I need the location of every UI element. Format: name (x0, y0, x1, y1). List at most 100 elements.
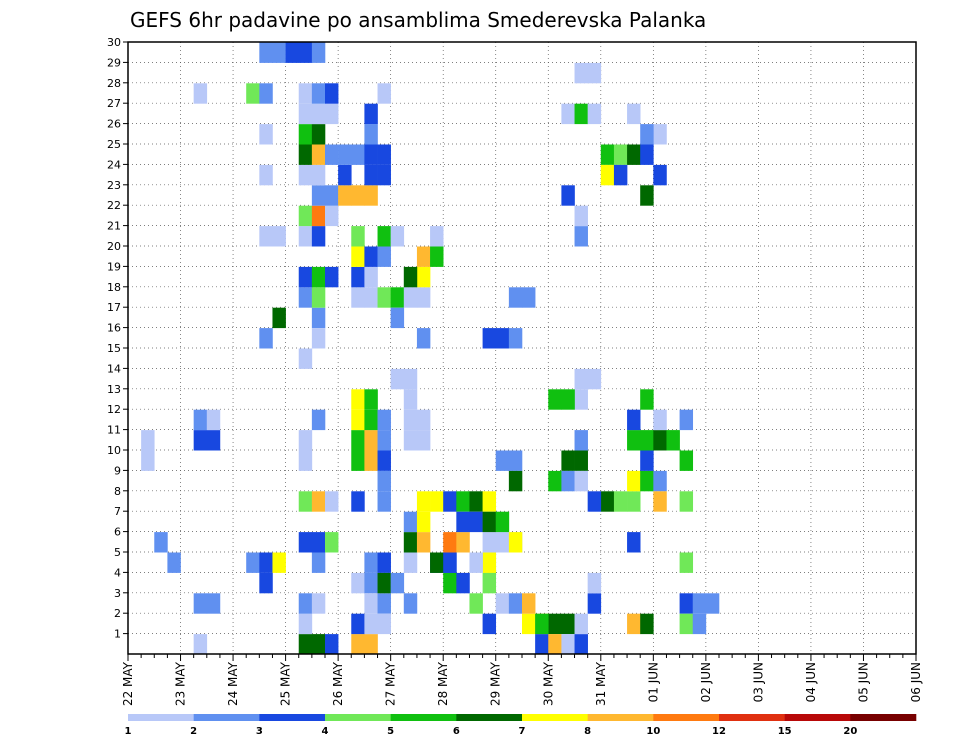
precip-cell (364, 124, 378, 145)
precip-cell (272, 307, 286, 329)
colorbar-label: 2 (190, 726, 197, 737)
precip-cell (259, 226, 273, 247)
precip-cell (482, 328, 497, 349)
precip-cell (311, 226, 326, 247)
precip-cell (272, 226, 286, 247)
colorbar: 1 2 3 4 5 6 7 8 10 12 15 20 (125, 714, 917, 737)
precip-cell (416, 491, 431, 512)
x-tick-label: 22 MAY (121, 661, 135, 706)
precip-cell (377, 164, 391, 186)
x-tick-label: 25 MAY (279, 661, 293, 706)
precip-cell (666, 430, 680, 451)
precip-cell (430, 491, 444, 512)
precip-cell (430, 552, 444, 573)
precip-cell (574, 62, 588, 84)
precip-cell (377, 409, 391, 431)
y-tick-label: 11 (107, 424, 121, 437)
precip-cell (574, 205, 588, 227)
y-tick-label: 20 (107, 240, 121, 253)
y-tick-label: 30 (107, 36, 121, 49)
precip-cell (430, 246, 444, 267)
precip-cell (640, 389, 654, 410)
precip-cell (627, 532, 641, 553)
y-tick-label: 2 (114, 607, 121, 620)
precip-cell (351, 287, 365, 308)
colorbar-segment (522, 714, 588, 721)
colorbar-segment (850, 714, 917, 721)
precip-cell (311, 266, 326, 288)
precip-cell (377, 226, 391, 247)
precip-cell (193, 593, 208, 614)
precip-cell (495, 593, 510, 614)
precip-cell (561, 389, 575, 410)
precip-cell (561, 103, 575, 125)
x-axis: 22 MAY 23 MAY 24 MAY 25 MAY 26 MAY 27 MAY 28 M… (121, 654, 923, 706)
precip-cell (469, 552, 483, 573)
precip-cell (246, 83, 260, 104)
precip-cell (259, 552, 273, 573)
precip-cell (403, 430, 418, 451)
precip-cell (416, 430, 431, 451)
precip-cell (351, 613, 365, 635)
precip-cell (311, 124, 326, 145)
precip-cell (508, 470, 523, 492)
precip-cell (443, 491, 457, 512)
x-tick-label: 24 MAY (226, 661, 240, 706)
precip-cell (364, 144, 378, 165)
colorbar-label: 5 (387, 726, 394, 737)
precip-cell (311, 83, 326, 104)
precip-cell (535, 613, 549, 635)
y-tick-label: 17 (107, 301, 121, 314)
precip-cell (587, 368, 602, 390)
precip-cell (311, 532, 326, 553)
x-tick-label: 30 MAY (541, 661, 555, 706)
colorbar-label: 15 (778, 726, 792, 737)
precip-cell (206, 409, 221, 431)
precip-cell (311, 185, 326, 206)
precip-cell (193, 83, 208, 104)
precip-cell (377, 430, 391, 451)
precip-cell (311, 164, 326, 186)
y-tick-label: 19 (107, 260, 121, 273)
precip-cell (403, 593, 418, 614)
precip-cell (587, 62, 602, 84)
precip-cell (653, 164, 667, 186)
precip-cell (298, 613, 313, 635)
precip-cell (548, 613, 562, 635)
precip-cell (679, 593, 694, 614)
y-tick-label: 25 (107, 138, 121, 151)
precip-cell (403, 389, 418, 410)
colorbar-label: 3 (256, 726, 263, 737)
precip-cell (390, 572, 405, 594)
precip-cell (640, 124, 654, 145)
precip-cell (351, 185, 365, 206)
y-tick-label: 29 (107, 56, 121, 69)
precip-cell (508, 287, 523, 308)
y-tick-label: 14 (107, 362, 121, 375)
precip-cell (325, 144, 339, 165)
precip-cell (627, 470, 641, 492)
precip-cell (351, 409, 365, 431)
precip-cell (364, 430, 378, 451)
precip-cell (377, 593, 391, 614)
precip-cell (298, 287, 313, 308)
precip-cell (482, 491, 497, 512)
precip-cell (377, 552, 391, 573)
precip-cell (653, 430, 667, 451)
precip-cell (325, 185, 339, 206)
precip-cell (364, 185, 378, 206)
colorbar-segment (259, 714, 326, 721)
precip-cell (311, 205, 326, 227)
precip-cell (403, 368, 418, 390)
precip-cell (285, 42, 300, 63)
precip-cell (403, 552, 418, 573)
precip-cell (154, 532, 168, 553)
precip-cell (298, 266, 313, 288)
precip-cell (167, 552, 181, 573)
precip-cell (653, 409, 667, 431)
x-tick-label: 02 JUN (699, 662, 713, 702)
precip-cell (679, 450, 694, 471)
precip-cell (298, 226, 313, 247)
y-tick-label: 12 (107, 403, 121, 416)
